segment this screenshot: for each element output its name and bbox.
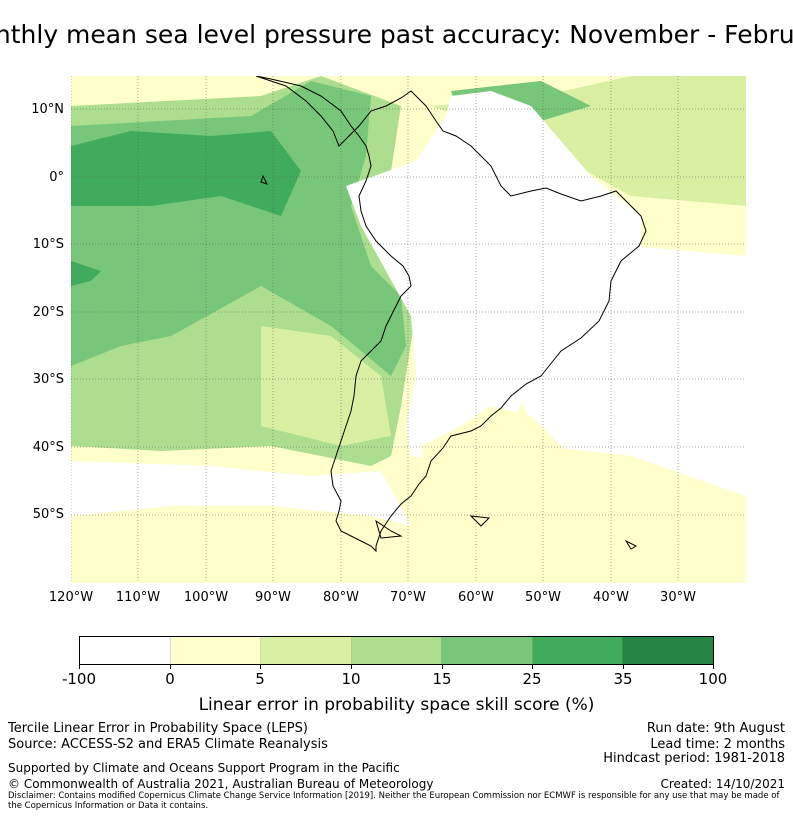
lon-label: 110°W bbox=[115, 590, 161, 605]
colorbar bbox=[79, 636, 714, 665]
skill-region-25-35 bbox=[71, 131, 301, 216]
colorbar-tick-mark bbox=[532, 665, 533, 669]
colorbar-label: Linear error in probability space skill … bbox=[198, 695, 595, 715]
colorbar-tick-mark bbox=[260, 665, 261, 669]
coastline-islands bbox=[260, 174, 638, 550]
lon-label: 100°W bbox=[183, 590, 229, 605]
colorbar-tick-mark bbox=[170, 665, 171, 669]
chart-title: Monthly mean sea level pressure past acc… bbox=[0, 20, 793, 49]
lat-label: 30°S bbox=[32, 372, 64, 387]
colorbar-tick-label: 100 bbox=[698, 670, 728, 688]
colorbar-tick-label: -100 bbox=[61, 670, 97, 688]
skill-map bbox=[71, 76, 746, 583]
created-date: Created: 14/10/2021 bbox=[660, 777, 785, 791]
colorbar-tick-mark bbox=[351, 665, 352, 669]
lat-label: 40°S bbox=[32, 440, 64, 455]
colorbar-tick-mark bbox=[623, 665, 624, 669]
colorbar-tick-mark bbox=[713, 665, 714, 669]
run-date: Run date: 9th August bbox=[646, 721, 785, 736]
footer-source: Source: ACCESS-S2 and ERA5 Climate Reana… bbox=[8, 737, 328, 752]
skill-region-east-pacific bbox=[261, 326, 391, 446]
lon-label: 60°W bbox=[458, 590, 494, 605]
colorbar-tick-label: 25 bbox=[522, 670, 542, 688]
colorbar-tick-label: 5 bbox=[255, 670, 265, 688]
lon-label: 120°W bbox=[48, 590, 94, 605]
lon-label: 80°W bbox=[323, 590, 359, 605]
footer-support: Supported by Climate and Oceans Support … bbox=[8, 761, 400, 775]
colorbar-segment bbox=[351, 637, 443, 664]
skill-region-low-atlantic bbox=[511, 246, 746, 496]
skill-region-yellow-patagonia bbox=[421, 406, 611, 536]
lon-label: 70°W bbox=[390, 590, 426, 605]
lat-label: 50°S bbox=[32, 507, 64, 522]
lead-time: Lead time: 2 months bbox=[650, 737, 785, 752]
coastline bbox=[255, 76, 647, 553]
skill-region-25-35-b bbox=[71, 261, 101, 286]
lat-label: 10°S bbox=[32, 237, 64, 252]
lat-label: 0° bbox=[49, 170, 64, 185]
lat-label: 10°N bbox=[31, 102, 64, 117]
colorbar-segment bbox=[261, 637, 352, 664]
lon-label: 30°W bbox=[660, 590, 696, 605]
footer-disclaimer: Disclaimer: Contains modified Copernicus… bbox=[8, 791, 780, 811]
footer-copyright: © Commonwealth of Australia 2021, Austra… bbox=[8, 777, 434, 791]
colorbar-segment bbox=[623, 637, 714, 664]
colorbar-tick-mark bbox=[79, 665, 80, 669]
colorbar-tick-label: 0 bbox=[165, 670, 175, 688]
colorbar-segment bbox=[170, 637, 262, 664]
footer-method: Tercile Linear Error in Probability Spac… bbox=[8, 721, 308, 736]
colorbar-segment bbox=[532, 637, 624, 664]
colorbar-tick-label: 35 bbox=[613, 670, 633, 688]
colorbar-tick-label: 10 bbox=[341, 670, 361, 688]
hindcast-period: Hindcast period: 1981-2018 bbox=[603, 751, 785, 766]
colorbar-segment bbox=[442, 637, 533, 664]
lon-label: 40°W bbox=[593, 590, 629, 605]
lon-label: 50°W bbox=[525, 590, 561, 605]
skill-region-low-south bbox=[71, 461, 411, 526]
graticule bbox=[71, 76, 746, 583]
colorbar-tick-label: 15 bbox=[432, 670, 452, 688]
lon-label: 90°W bbox=[255, 590, 291, 605]
colorbar-tick-mark bbox=[442, 665, 443, 669]
colorbar-segment bbox=[80, 637, 171, 664]
skill-region-low-continent bbox=[346, 91, 641, 461]
lat-label: 20°S bbox=[32, 305, 64, 320]
